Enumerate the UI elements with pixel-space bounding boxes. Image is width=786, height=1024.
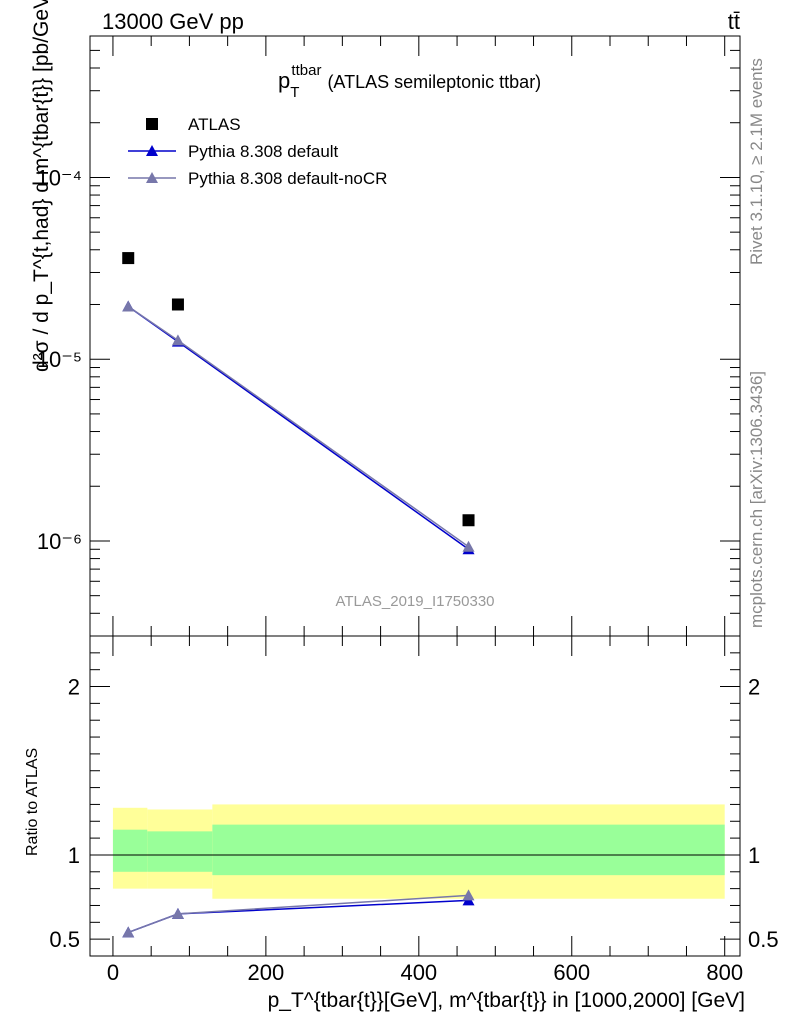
legend-marker [146,172,158,183]
ratio-plot-axes: 0.5 0.5 1 1 2 2 0 200 400 600 800 [49,636,779,985]
y-tick-label: 10⁻⁴ [36,165,82,190]
rivet-label: Rivet 3.1.10, ≥ 2.1M events [747,58,766,265]
ratio-y-tick-label: 0.5 [49,927,80,952]
ratio-plot-frame [89,635,741,957]
ratio-plot-marks [90,804,740,938]
ratio-data-point [171,907,184,919]
main-plot: 10⁻⁶ 10⁻⁵ 10⁻⁴ pTttbar(ATLAS semileptonic … [30,0,741,637]
ratio-y-tick-label-right: 2 [748,675,760,700]
main-plot-marks [122,252,475,555]
ratio-data-point [122,926,135,938]
x-axis-label: p_T^{tbar{t}}[GeV], m^{tbar{t}} in [1000… [268,989,745,1012]
data-point [462,514,475,527]
main-plot-axes: 10⁻⁶ 10⁻⁵ 10⁻⁴ [36,36,740,637]
ratio-data-point [462,889,475,901]
ratio-y-tick-label-right: 0.5 [748,927,779,952]
ratio-plot: 0.5 0.5 1 1 2 2 0 200 400 600 800 Ratio to ATLAS p… [24,635,779,1012]
process-label: tt̄ [728,9,740,34]
y-tick-label: 10⁻⁶ [37,529,82,554]
inner-uncertainty-band [212,824,725,876]
legend-label: Pythia 8.308 default [188,142,339,161]
energy-label: 13000 GeV pp [102,9,244,34]
x-tick-label: 200 [248,960,285,985]
legend-marker [146,118,158,130]
legend-marker [146,145,158,156]
data-point [122,252,135,265]
data-point [171,334,184,346]
x-tick-label: 600 [553,960,590,985]
analysis-id: ATLAS_2019_I1750330 [335,593,494,610]
inner-uncertainty-band [147,831,213,872]
data-point [462,540,475,552]
ratio-y-tick-label: 2 [68,675,80,700]
x-tick-label: 0 [107,960,119,985]
y-axis-label-ratio: Ratio to ATLAS [24,748,41,856]
ratio-y-tick-label-right: 1 [748,843,760,868]
x-tick-label: 800 [706,960,743,985]
ratio-y-tick-label: 1 [68,843,80,868]
data-point [171,298,184,311]
y-axis-label-main: d²σ / d p_T^{t,had} d m^{tbar{t}} [pb/Ge… [30,0,53,372]
mcplots-label: mcplots.cern.ch [arXiv:1306.3436] [747,371,766,628]
plot-title: pTttbar(ATLAS semileptonic ttbar) [278,62,541,101]
y-tick-label: 10⁻⁵ [37,347,82,372]
legend-label: Pythia 8.308 default-noCR [188,169,387,188]
legend-label: ATLAS [188,115,241,134]
inner-uncertainty-band [112,829,148,872]
data-point [122,300,135,312]
x-tick-label: 400 [400,960,437,985]
legend: ATLAS Pythia 8.308 default Pythia 8.308 de… [128,115,387,188]
